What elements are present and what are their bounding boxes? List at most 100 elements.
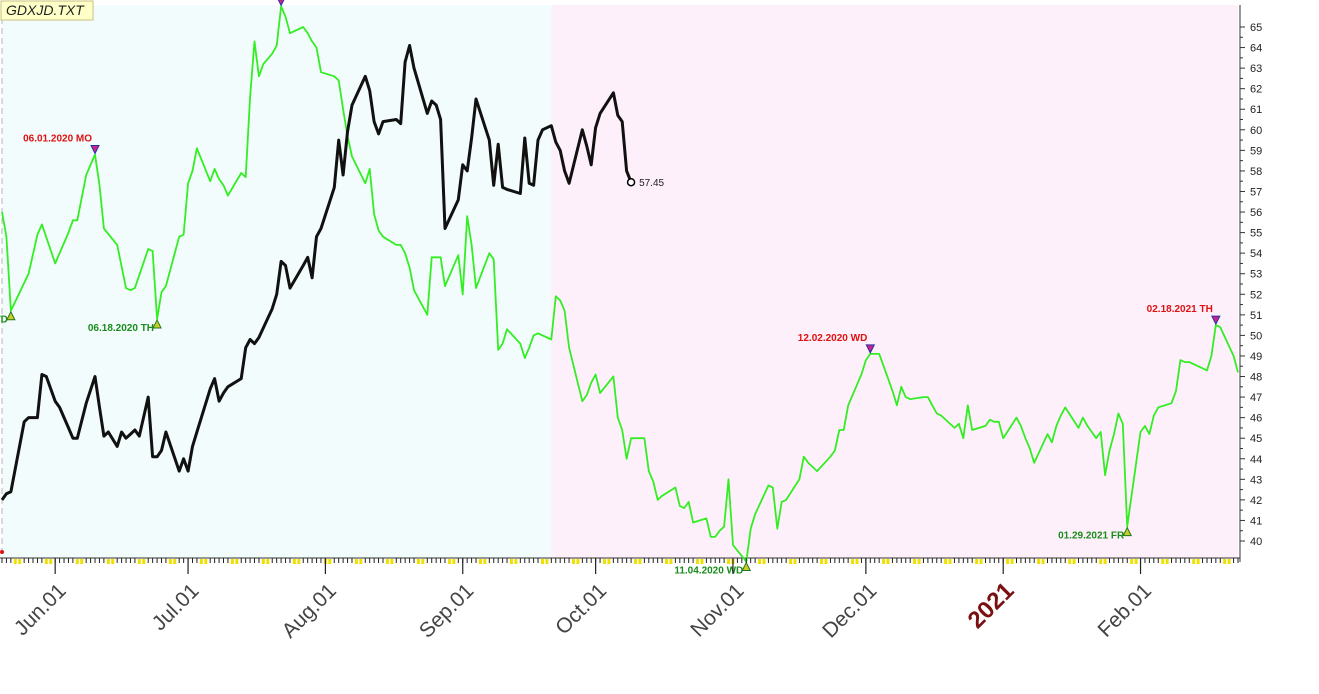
x-day-mark-weekend: [607, 559, 611, 564]
x-month-label: Oct.01: [551, 579, 611, 639]
y-tick-label: 43: [1250, 474, 1262, 486]
x-day-mark-weekend: [1068, 559, 1072, 564]
x-day-mark-weekend: [328, 559, 332, 564]
x-day-mark-weekend: [168, 559, 172, 564]
y-tick-label: 53: [1250, 269, 1262, 281]
x-day-mark-weekend: [665, 559, 669, 564]
y-tick-label: 42: [1250, 495, 1262, 507]
x-month-label: Jul.01: [148, 579, 204, 635]
marker-high-arrow: [865, 344, 876, 355]
x-day-mark-weekend: [13, 559, 17, 564]
marker-low-arrow: [152, 318, 162, 329]
marker-high-arrow: [277, 0, 285, 7]
y-tick-label: 58: [1250, 166, 1262, 178]
x-day-mark-weekend: [354, 559, 358, 564]
y-tick-label: 65: [1250, 22, 1262, 34]
x-day-mark-weekend: [292, 559, 296, 564]
x-day-mark-weekend: [886, 559, 890, 564]
y-tick-label: 59: [1250, 145, 1262, 157]
x-day-mark-weekend: [638, 559, 642, 564]
x-day-mark-weekend: [696, 559, 700, 564]
series-line-2: [0, 44, 633, 501]
marker-low-7: 01.29.2021 FR: [1058, 526, 1133, 542]
x-day-mark-weekend: [106, 559, 110, 564]
x-day-mark-weekend: [416, 559, 420, 564]
x-day-mark-weekend: [385, 559, 389, 564]
last-price-point: [626, 177, 636, 187]
background-region-1: [2, 5, 552, 558]
x-day-mark-weekend: [913, 559, 917, 564]
marker-low-arrow: [6, 310, 16, 321]
y-tick-label: 52: [1250, 289, 1262, 301]
x-day-mark-weekend: [80, 559, 84, 564]
y-tick-label: 60: [1250, 125, 1262, 137]
x-day-mark-weekend: [199, 559, 203, 564]
x-day-mark-weekend: [173, 559, 177, 564]
y-tick-label: 51: [1250, 310, 1262, 322]
x-day-mark-weekend: [297, 559, 301, 564]
marker-label: 11.04.2020 WD: [674, 566, 743, 577]
x-month-label: Aug.01: [278, 579, 341, 642]
y-axis: 40 41 42 43 44 45 46 47 48 49 50 51 52 53 54 55 56 57 58 59…: [1240, 22, 1262, 548]
x-day-mark-weekend: [1041, 559, 1045, 564]
marker-low-3: 06.18.2020 TH: [88, 318, 162, 334]
x-day-mark-weekend: [204, 559, 208, 564]
x-day-mark-weekend: [478, 559, 482, 564]
x-day-mark-weekend: [571, 559, 575, 564]
y-tick-label: 45: [1250, 433, 1262, 445]
x-day-mark-weekend: [44, 559, 48, 564]
x-day-mark-weekend: [359, 559, 363, 564]
x-day-mark-weekend: [1192, 559, 1196, 564]
x-day-mark-weekend: [789, 559, 793, 564]
y-tick-label: 55: [1250, 228, 1262, 240]
origin-dot: [0, 550, 4, 554]
background-region-2: [551, 5, 1238, 558]
x-day-mark-weekend: [111, 559, 115, 564]
x-day-mark-weekend: [514, 559, 518, 564]
x-day-mark-weekend: [576, 559, 580, 564]
x-day-mark-weekend: [540, 559, 544, 564]
x-day-mark-weekend: [1223, 559, 1227, 564]
x-day-mark-weekend: [75, 559, 79, 564]
x-day-mark-weekend: [882, 559, 886, 564]
x-month-label: 2021: [963, 577, 1020, 634]
y-tick-label: 49: [1250, 351, 1262, 363]
x-day-mark-weekend: [447, 559, 451, 564]
marker-label: 12.02.2020 WD: [798, 333, 868, 344]
x-day-mark-weekend: [261, 559, 265, 564]
x-day-mark-weekend: [1037, 559, 1041, 564]
x-day-mark-weekend: [1010, 559, 1014, 564]
y-tick-label: 48: [1250, 372, 1262, 384]
x-day-mark-weekend: [634, 559, 638, 564]
x-day-mark-weekend: [1165, 559, 1169, 564]
x-day-mark-weekend: [855, 559, 859, 564]
x-day-mark-weekend: [1072, 559, 1076, 564]
y-tick-label: 54: [1250, 248, 1262, 260]
x-day-mark-weekend: [917, 559, 921, 564]
y-tick-label: 63: [1250, 63, 1262, 75]
marker-label: WD: [0, 315, 8, 326]
y-tick-label: 40: [1250, 536, 1262, 548]
x-day-mark-weekend: [266, 559, 270, 564]
x-day-mark-weekend: [820, 559, 824, 564]
x-day-mark-weekend: [1130, 559, 1134, 564]
x-month-label: Sep.01: [415, 579, 478, 642]
marker-high-4: 07.21.2020 TU: [277, 0, 285, 7]
marker-high-6: 12.02.2020 WD: [798, 333, 876, 355]
marker-layer: WD 06.01.2020 MO 06.18.2020 TH 07.21.2020 T…: [0, 0, 1221, 577]
marker-high-8: 02.18.2021 TH: [1147, 304, 1221, 326]
y-tick-label: 41: [1250, 515, 1262, 527]
x-day-mark-weekend: [979, 559, 983, 564]
last-price-label: 57.45: [639, 178, 664, 189]
x-day-mark-weekend: [700, 559, 704, 564]
series-line-1: [1, 5, 1239, 563]
y-tick-label: 56: [1250, 207, 1262, 219]
x-day-mark-weekend: [421, 559, 425, 564]
x-day-mark-weekend: [975, 559, 979, 564]
y-tick-label: 47: [1250, 392, 1262, 404]
marker-high-arrow: [1211, 315, 1221, 326]
marker-low-arrow: [1122, 526, 1133, 537]
marker-low-arrow: [741, 561, 752, 572]
